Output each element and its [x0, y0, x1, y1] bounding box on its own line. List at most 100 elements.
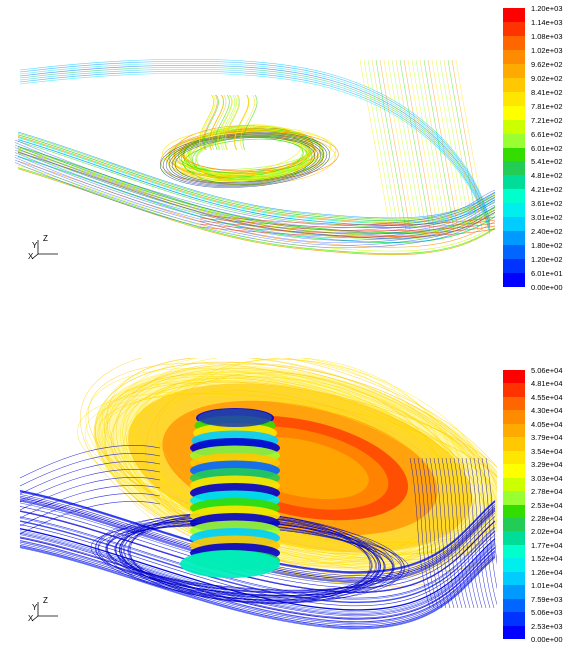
colorbar-swatch — [503, 477, 525, 492]
streamline-loop — [97, 393, 497, 543]
streamline — [199, 214, 496, 226]
streamline — [19, 543, 496, 626]
streamline — [19, 545, 496, 628]
colorbar-tick-label: 7.59e+03 — [531, 594, 563, 604]
streamline — [17, 146, 496, 233]
streamline-plot-bottom — [19, 358, 497, 630]
streamline — [17, 134, 496, 222]
colorbar-swatch — [503, 21, 525, 37]
streamline — [19, 524, 496, 607]
streamline — [413, 457, 435, 609]
streamline — [204, 94, 219, 151]
streamline-loop — [167, 133, 325, 182]
streamline — [407, 59, 439, 231]
streamline — [19, 495, 496, 578]
streamline — [19, 545, 496, 627]
streamline — [19, 497, 496, 580]
streamline — [19, 60, 491, 223]
colorbar-swatch — [503, 8, 525, 23]
streamline — [19, 477, 161, 511]
streamline — [234, 94, 250, 151]
colorbar-tick-label: 0.00e+00 — [531, 635, 563, 644]
colorbar-swatch — [503, 91, 525, 107]
colorbar-tick-label: 6.61e+02 — [531, 129, 563, 139]
streamline — [403, 59, 435, 231]
streamline-figure-bottom: X Y Z 5.06e+04 4.81e+04 4.55e+04 4.30e+04 4.… — [0, 358, 582, 649]
colorbar-tick-label: 0.00e+00 — [531, 283, 563, 292]
streamline — [234, 94, 249, 151]
streamline — [14, 152, 496, 239]
streamline — [433, 457, 455, 609]
axis-label-x: X — [28, 614, 34, 623]
streamline-loop — [157, 358, 457, 579]
streamline — [419, 59, 451, 231]
streamline — [19, 461, 161, 495]
streamline — [209, 94, 224, 151]
streamline — [399, 59, 431, 231]
streamline — [14, 149, 496, 236]
streamline — [375, 59, 407, 231]
streamline — [19, 498, 496, 581]
streamline — [485, 457, 497, 566]
streamline — [199, 217, 496, 229]
colorbar-tick-label: 4.55e+04 — [531, 392, 563, 402]
streamline — [429, 457, 451, 609]
streamline-loop — [162, 126, 332, 175]
axis-label-z: Z — [43, 234, 48, 243]
colorbar-tick-label: 3.29e+04 — [531, 460, 563, 470]
streamline — [214, 94, 230, 151]
streamline — [199, 226, 496, 238]
streamline — [19, 72, 491, 235]
streamline — [19, 510, 496, 593]
streamline-figure-top: X Y Z 1.20e+03 1.14e+03 1.08e+03 1.02e+03 9.… — [0, 0, 582, 300]
streamline — [449, 457, 471, 609]
streamline-loop — [173, 131, 315, 177]
streamline — [19, 541, 496, 624]
colorbar-tick-label: 4.81e+04 — [531, 379, 563, 389]
axis-label-y: Y — [32, 603, 38, 612]
streamline — [473, 457, 495, 609]
streamline — [451, 59, 483, 231]
colorbar-tick-label: 9.02e+02 — [531, 73, 563, 83]
streamline — [19, 469, 161, 503]
colorbar-swatch — [503, 217, 525, 232]
streamline — [453, 457, 475, 609]
colorbar-swatch — [503, 77, 525, 93]
colorbar-swatch — [503, 273, 525, 288]
streamline — [363, 59, 395, 231]
colorbar-tick-label: 7.81e+02 — [531, 101, 563, 111]
streamline — [417, 457, 439, 609]
colorbar-tick-label: 1.26e+04 — [531, 567, 563, 577]
colorbar-swatch — [503, 63, 525, 79]
colorbar-tick-label: 3.01e+02 — [531, 213, 563, 223]
streamline-loop — [94, 381, 497, 555]
colorbar-tick-label: 1.80e+02 — [531, 241, 563, 251]
colorbar-tick-label: 1.08e+03 — [531, 31, 563, 41]
colorbar-swatch — [503, 147, 525, 162]
streamline — [19, 532, 496, 615]
streamline — [19, 68, 491, 231]
streamline — [461, 457, 483, 609]
streamline — [425, 457, 447, 609]
colorbar-top: 1.20e+03 1.14e+03 1.08e+03 1.02e+03 9.62e+02… — [497, 0, 582, 295]
colorbar-tick-label: 1.20e+02 — [531, 255, 563, 265]
streamline — [17, 149, 496, 237]
colorbar-swatch — [503, 423, 525, 438]
colorbar-tick-label: 1.20e+03 — [531, 4, 563, 13]
streamline — [17, 167, 496, 255]
colorbar-swatch — [503, 133, 525, 148]
streamline — [469, 457, 491, 609]
colorbar-tick-label: 4.21e+02 — [531, 185, 563, 195]
streamline — [17, 136, 496, 224]
streamline — [19, 546, 496, 629]
streamline — [200, 94, 216, 151]
colorbar-swatch — [503, 491, 525, 505]
streamline — [383, 59, 415, 231]
streamline — [367, 59, 399, 231]
colorbar-swatch — [503, 231, 525, 246]
colorbar-swatch — [503, 585, 525, 600]
streamline — [199, 94, 214, 151]
streamline — [435, 59, 467, 231]
streamline — [437, 457, 459, 609]
colorbar-tick-label: 5.06e+03 — [531, 608, 563, 618]
